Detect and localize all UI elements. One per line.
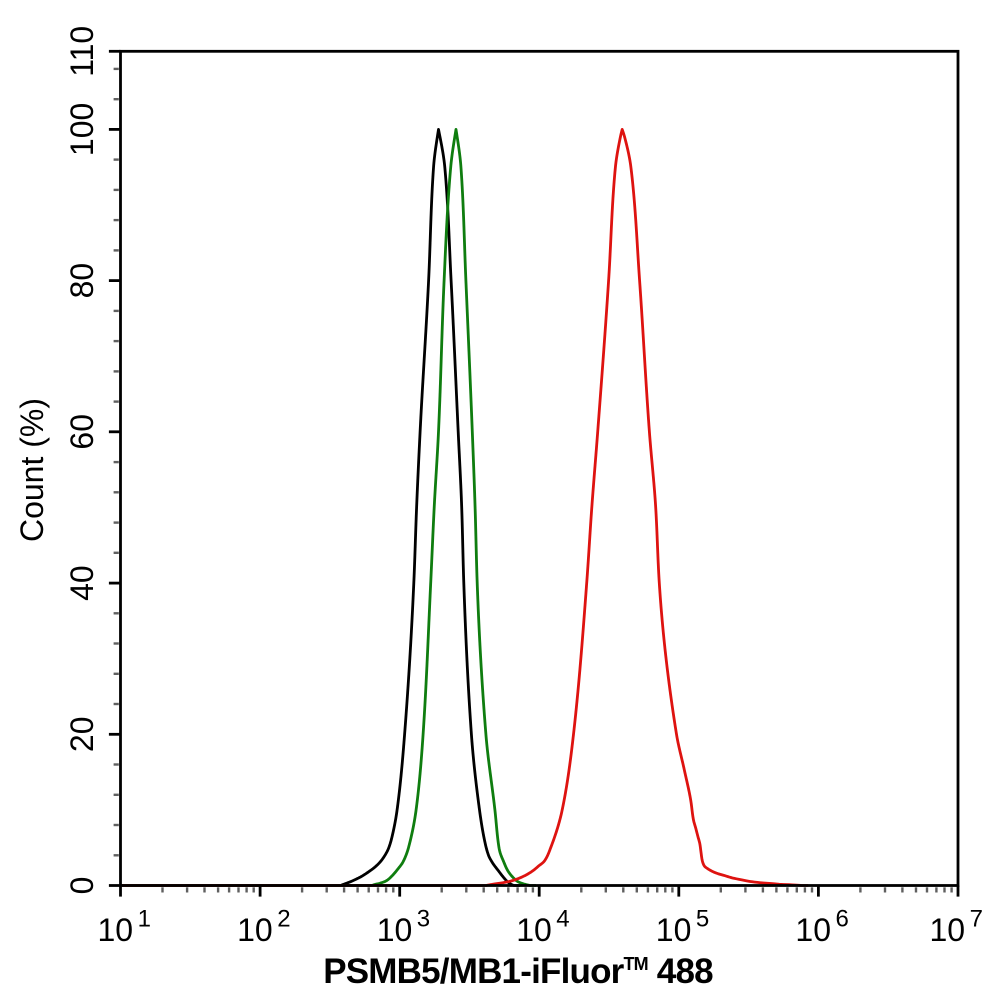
svg-text:20: 20 bbox=[64, 717, 100, 753]
svg-text:80: 80 bbox=[64, 263, 100, 299]
svg-text:106: 10 6 bbox=[795, 906, 848, 949]
svg-text:40: 40 bbox=[64, 565, 100, 601]
svg-text:Count (%): Count (%) bbox=[14, 398, 50, 542]
svg-text:PSMB5/MB1-iFluorTM 488: PSMB5/MB1-iFluorTM 488 bbox=[323, 952, 713, 991]
svg-text:60: 60 bbox=[64, 414, 100, 450]
svg-text:100: 100 bbox=[64, 103, 100, 156]
svg-text:0: 0 bbox=[64, 877, 100, 895]
svg-text:110: 110 bbox=[64, 26, 100, 77]
